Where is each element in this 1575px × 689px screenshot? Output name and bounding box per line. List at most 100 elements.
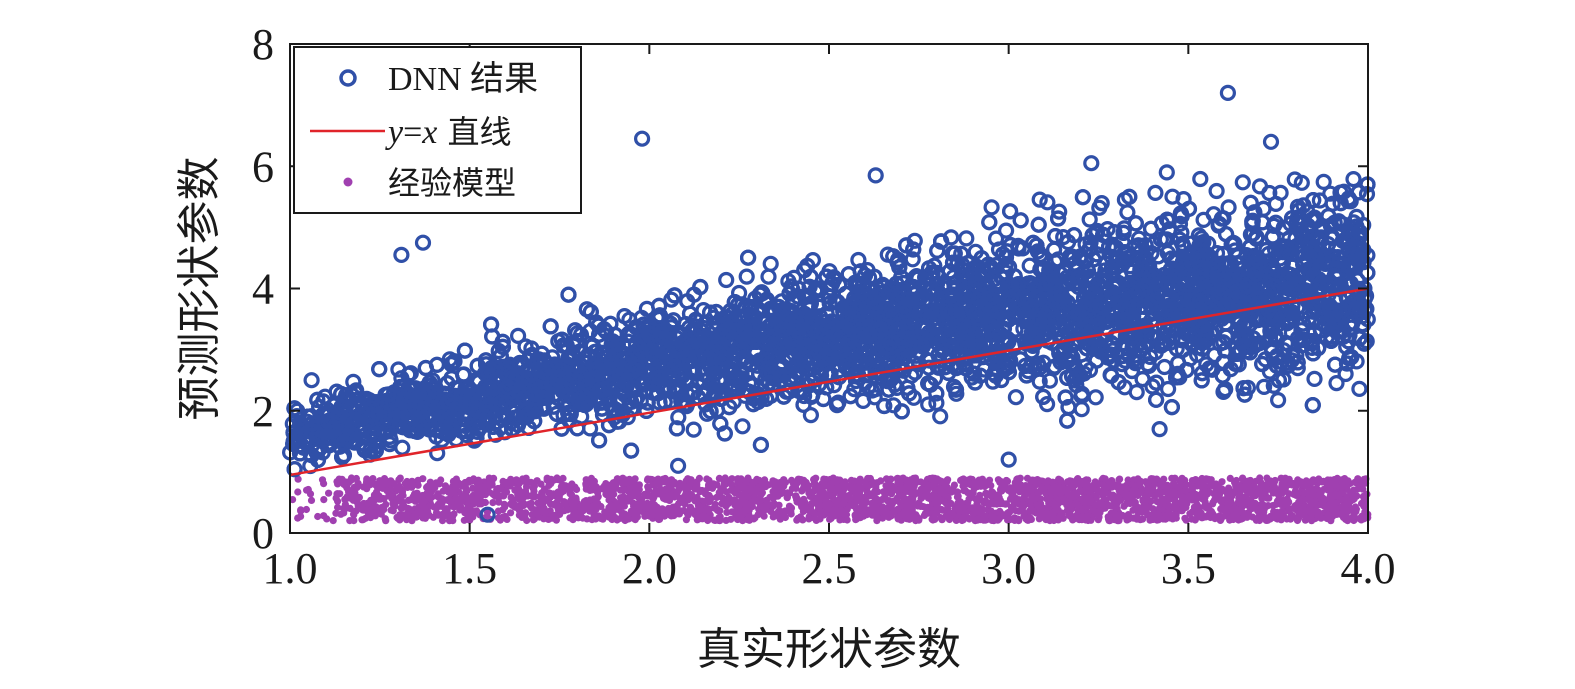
empirical-point (314, 512, 322, 521)
empirical-point (693, 497, 701, 505)
empirical-point (969, 489, 977, 498)
empirical-point (450, 503, 458, 511)
empirical-point (338, 475, 346, 483)
empirical-point (379, 494, 387, 503)
empirical-point (1341, 475, 1349, 483)
empirical-point (420, 497, 428, 505)
empirical-point (1194, 491, 1202, 499)
empirical-point (460, 516, 468, 524)
empirical-point (662, 485, 671, 494)
empirical-point (1156, 514, 1164, 522)
empirical-point (548, 514, 557, 522)
empirical-point (661, 508, 669, 516)
empirical-point (1019, 501, 1027, 509)
empirical-point (583, 515, 591, 523)
empirical-point (1276, 514, 1285, 522)
empirical-point (917, 478, 925, 486)
empirical-point (500, 489, 509, 498)
empirical-point (613, 475, 622, 483)
empirical-model-points (289, 474, 1372, 525)
empirical-point (727, 486, 735, 494)
empirical-point (746, 485, 754, 493)
empirical-point (1143, 484, 1152, 492)
empirical-point (307, 496, 316, 504)
empirical-point (675, 510, 684, 518)
empirical-point (363, 499, 371, 507)
empirical-point (910, 489, 918, 497)
empirical-point (1182, 481, 1190, 489)
empirical-point (1189, 491, 1197, 500)
empirical-point (1144, 504, 1152, 512)
empirical-point (795, 475, 803, 483)
empirical-point (1124, 510, 1132, 519)
empirical-point (553, 510, 562, 518)
empirical-point (879, 514, 887, 522)
empirical-point (818, 484, 826, 492)
empirical-point (952, 516, 960, 525)
empirical-point (1067, 502, 1075, 510)
empirical-point (1222, 508, 1230, 516)
empirical-point (849, 502, 857, 510)
empirical-point (669, 479, 677, 488)
empirical-point (348, 476, 356, 484)
empirical-point (567, 490, 575, 498)
empirical-point (667, 508, 675, 517)
empirical-point (1233, 484, 1241, 492)
empirical-point (568, 501, 576, 509)
empirical-point (817, 510, 825, 519)
empirical-point (1350, 486, 1358, 494)
empirical-point (837, 506, 846, 514)
empirical-point (1019, 495, 1027, 503)
empirical-point (489, 499, 497, 507)
empirical-point (727, 515, 735, 523)
empirical-point (632, 488, 640, 496)
empirical-point (862, 481, 870, 489)
empirical-point (926, 494, 934, 502)
empirical-point (1257, 514, 1265, 522)
empirical-point (805, 506, 813, 514)
empirical-point (914, 513, 922, 522)
empirical-point (739, 517, 747, 525)
empirical-point (938, 506, 947, 514)
empirical-point (568, 480, 576, 488)
empirical-point (383, 487, 391, 495)
empirical-point (547, 480, 555, 488)
empirical-point (618, 486, 626, 494)
empirical-point (1129, 489, 1137, 497)
empirical-point (1205, 502, 1213, 510)
empirical-point (1212, 480, 1220, 488)
empirical-point (1278, 479, 1286, 487)
empirical-point (751, 496, 759, 504)
empirical-point (1315, 476, 1323, 484)
empirical-point (505, 480, 513, 488)
empirical-point (1129, 506, 1137, 514)
empirical-point (438, 495, 446, 503)
empirical-point (655, 515, 663, 524)
empirical-point (987, 481, 995, 490)
empirical-point (957, 503, 965, 511)
empirical-point (779, 512, 787, 520)
empirical-point (900, 494, 908, 502)
empirical-point (937, 478, 945, 486)
empirical-point (982, 497, 990, 505)
empirical-point (841, 478, 849, 486)
empirical-point (1232, 476, 1240, 485)
empirical-point (334, 503, 342, 511)
empirical-point (526, 502, 535, 510)
empirical-point (860, 510, 869, 518)
empirical-point (877, 477, 885, 485)
empirical-point (704, 516, 712, 525)
empirical-point (1163, 481, 1171, 489)
empirical-point (1188, 486, 1196, 494)
empirical-point (752, 488, 760, 496)
empirical-point (1333, 509, 1341, 517)
empirical-point (1162, 488, 1170, 496)
empirical-point (996, 507, 1004, 515)
empirical-point (382, 517, 390, 525)
empirical-point (942, 512, 950, 520)
empirical-point (1081, 499, 1089, 507)
empirical-point (1256, 474, 1264, 482)
empirical-point (910, 482, 918, 490)
empirical-point (917, 502, 925, 510)
empirical-point (1107, 509, 1115, 517)
